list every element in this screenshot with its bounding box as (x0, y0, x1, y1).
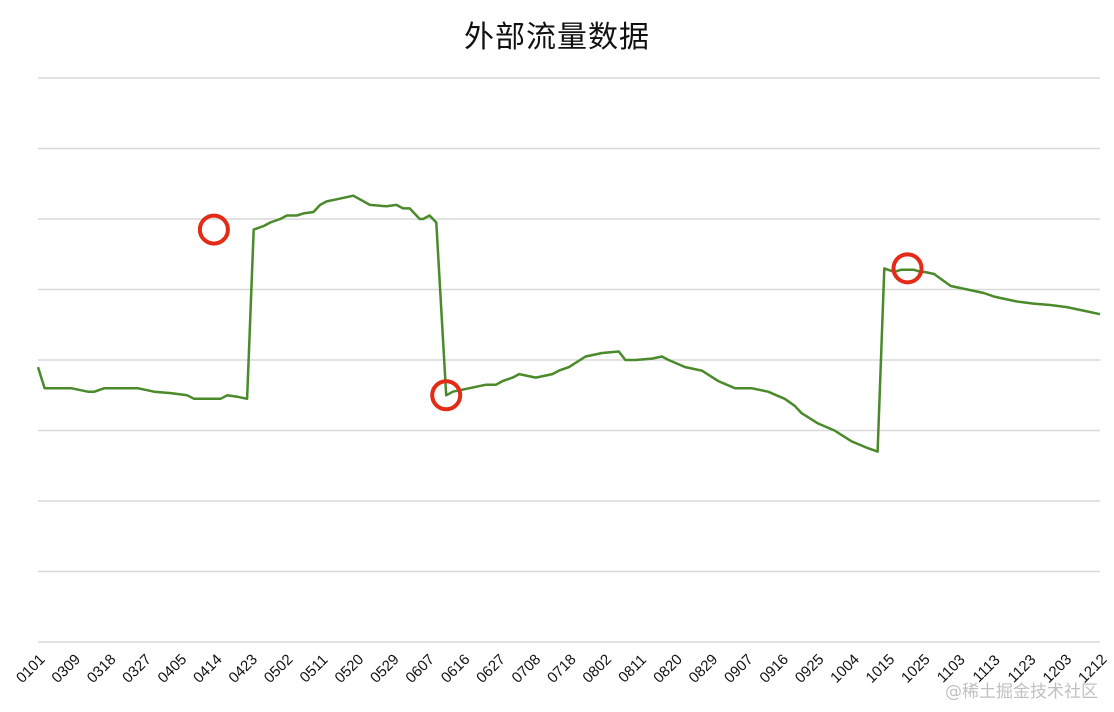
x-tick-label: 1004 (827, 651, 863, 687)
x-tick-label: 0802 (579, 651, 615, 687)
x-tick-label: 0101 (13, 651, 49, 687)
x-tick-label: 0607 (402, 651, 438, 687)
x-tick-label: 1015 (863, 651, 899, 687)
x-tick-label: 0907 (721, 651, 757, 687)
x-tick-label: 0708 (509, 651, 545, 687)
x-tick-label: 0318 (84, 651, 120, 687)
x-tick-label: 0502 (261, 651, 297, 687)
x-tick-label: 0829 (686, 651, 722, 687)
x-tick-label: 0520 (332, 651, 368, 687)
x-tick-label: 0811 (615, 651, 650, 686)
series-line-0 (36, 194, 1101, 453)
highlight-circle-1 (430, 379, 463, 412)
x-tick-label: 0627 (473, 651, 509, 687)
x-tick-label: 0423 (225, 651, 261, 687)
x-tick-label: 0820 (650, 651, 686, 687)
x-tick-label: 1025 (898, 651, 934, 687)
x-tick-label: 0405 (155, 651, 191, 687)
x-tick-label: 0616 (438, 651, 474, 687)
x-tick-label: 0925 (792, 651, 828, 687)
annotation-layer (197, 213, 924, 412)
x-tick-label: 0916 (756, 651, 792, 687)
highlight-circle-0 (197, 213, 230, 246)
x-tick-label: 0414 (190, 651, 226, 687)
watermark-text: @稀土掘金技术社区 (945, 682, 1098, 702)
highlight-circle-2 (891, 252, 924, 285)
gridlines (38, 77, 1100, 643)
series-layer (36, 194, 1101, 453)
x-tick-label: 0718 (544, 651, 580, 687)
x-tick-label: 0529 (367, 651, 403, 687)
x-tick-label: 0327 (119, 651, 155, 687)
chart-title: 外部流量数据 (464, 20, 650, 55)
x-tick-label: 0511 (297, 651, 332, 686)
x-tick-label: 0309 (48, 651, 84, 687)
